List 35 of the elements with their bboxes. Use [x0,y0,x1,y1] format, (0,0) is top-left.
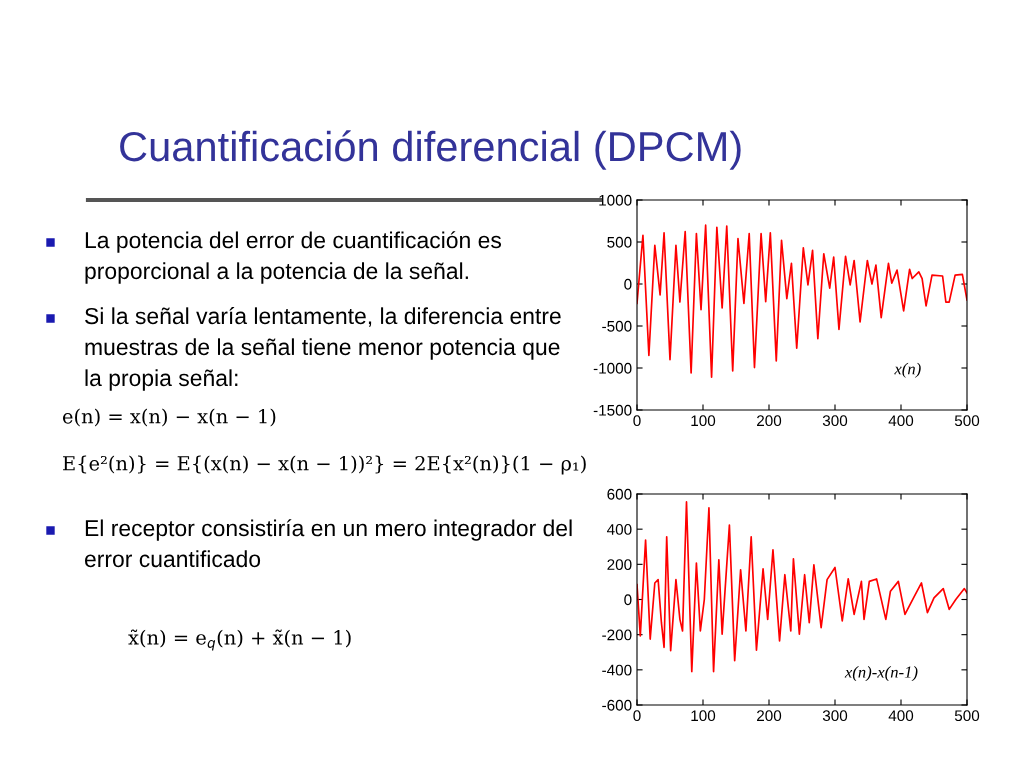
y-tick-label: 400 [607,524,632,535]
text: La potencia del error de cuantificación es proporcional a la potencia de la señal. [85,231,502,284]
x-tick-label: 0 [633,415,641,427]
x-tick-label: 400 [888,415,914,427]
y-tick-label: 200 [607,559,632,571]
y-tick-label: 500 [607,236,632,248]
x-tick-label: 300 [822,415,848,427]
x-tick-label: 100 [691,415,716,427]
text: Si la señal varía lentamente, la diferencia entre muestras de la señal tiene menor potencia que la propia señal: [85,307,561,391]
line-series [637,224,967,379]
y-tick-label: -200 [602,629,632,641]
y-tick-label: -1500 [593,404,632,416]
y-tick-label: -400 [602,664,632,676]
chart-title: Cuantificación diferencial (DPCM) [120,130,741,170]
y-tick-label: -500 [602,320,632,332]
text: e(n) = x(n) − x(n − 1) [62,408,276,427]
y-tick-label: -1000 [593,362,632,374]
y-tick-label: 0 [624,278,632,290]
x-tick-label: 500 [954,415,980,427]
text: E{e²(n)} = E{(x(n) − x(n − 1))²} = 2E{x²(n)}(1 − ρ₁) [63,455,586,475]
x-tick-label: 300 [822,710,848,722]
text: El receptor consistiría en un mero integrador del error cuantificado [84,519,572,568]
y-tick-label: 0 [624,594,632,606]
y-tick-label: -600 [602,699,632,711]
y-tick-label: 1000 [599,194,632,206]
text: x(n)-x(n-1) [844,666,918,682]
y-tick-label: 600 [607,488,632,500]
x-tick-label: 500 [954,710,980,722]
x-tick-label: 400 [888,710,914,722]
x-tick-label: 100 [691,710,716,722]
x-tick-label: 200 [757,710,782,722]
text: x̃(n) = e$_{q}$(n) + x̃(n − 1) [128,629,351,651]
x-tick-label: 200 [757,415,782,427]
x-tick-label: 0 [633,710,641,722]
text: x(n) [894,362,921,378]
